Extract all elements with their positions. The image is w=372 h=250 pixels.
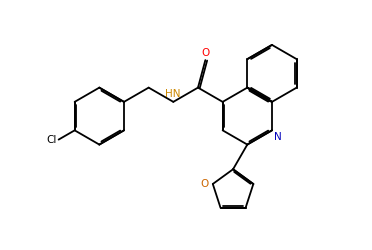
Text: Cl: Cl — [46, 134, 57, 144]
Text: O: O — [201, 179, 209, 189]
Text: N: N — [274, 132, 282, 142]
Text: HN: HN — [165, 89, 180, 99]
Text: O: O — [201, 48, 209, 58]
